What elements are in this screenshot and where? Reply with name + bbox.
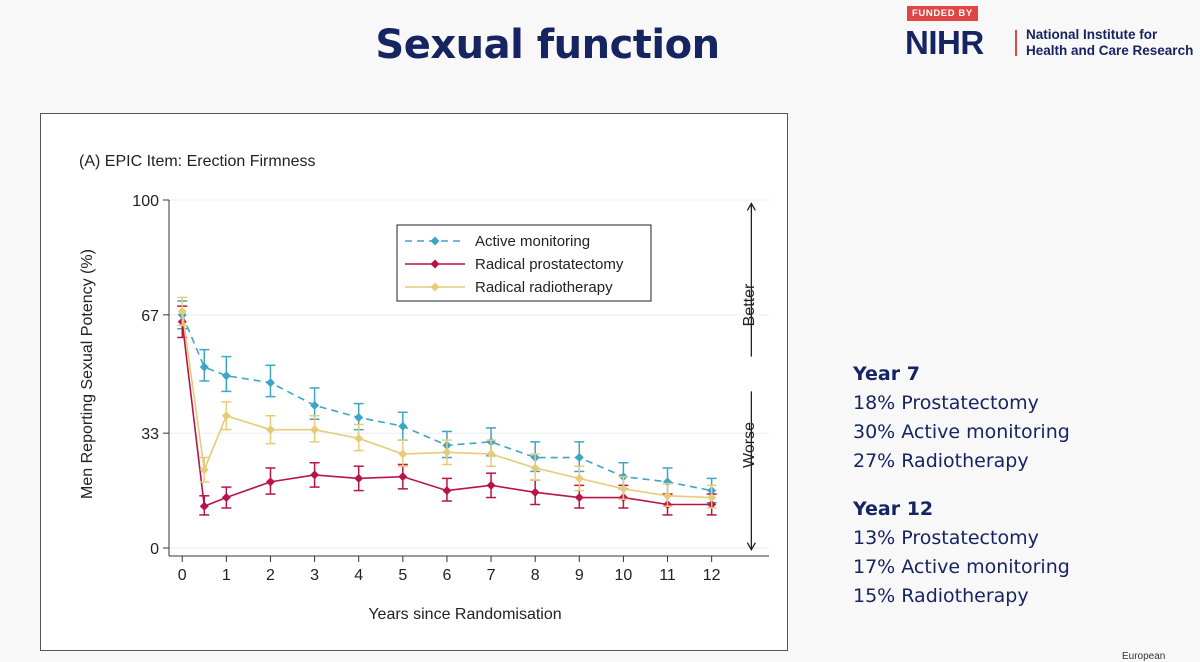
x-tick-label: 12 <box>703 567 721 584</box>
x-tick-label: 3 <box>310 567 319 584</box>
legend-label: Radical radiotherapy <box>475 279 613 296</box>
data-point <box>221 493 231 503</box>
data-point <box>199 362 209 372</box>
funded-by-badge: FUNDED BY <box>907 6 978 21</box>
series <box>177 296 717 516</box>
data-point <box>354 433 364 443</box>
better-label: Better <box>741 283 758 326</box>
legend-item: Radical radiotherapy <box>405 279 613 296</box>
data-point <box>354 413 364 422</box>
data-point <box>310 400 320 410</box>
logo-subtitle-line2: Health and Care Research <box>1026 43 1194 58</box>
x-tick-label: 1 <box>222 567 231 584</box>
data-point <box>221 371 231 381</box>
data-point <box>486 449 496 459</box>
legend-swatch-marker <box>430 236 440 246</box>
x-tick-label: 2 <box>266 567 275 584</box>
data-point <box>265 378 275 388</box>
data-point <box>177 306 187 316</box>
series-radical-radiotherapy <box>177 296 717 509</box>
better-arrowhead <box>746 202 756 211</box>
data-point <box>398 449 408 459</box>
y-tick-label: 67 <box>141 308 159 325</box>
legend-label: Active monitoring <box>475 233 590 250</box>
legend-swatch-marker <box>430 282 440 292</box>
data-point <box>574 453 584 463</box>
slide-title: Sexual function <box>375 22 720 68</box>
logo-divider <box>1015 30 1017 56</box>
x-tick-label: 11 <box>659 567 676 584</box>
logo-subtitle-line1: National Institute for <box>1026 27 1158 42</box>
data-point <box>265 425 275 435</box>
legend-item: Active monitoring <box>405 233 590 250</box>
data-point <box>310 470 320 480</box>
x-tick-label: 5 <box>398 567 407 584</box>
x-tick-label: 9 <box>575 567 584 584</box>
stats-block-year7: Year 7 18% Prostatectomy 30% Active moni… <box>853 360 1070 476</box>
logo-subtitle: National Institute for Health and Care R… <box>1026 27 1193 59</box>
x-tick-label: 6 <box>442 567 451 584</box>
chart-frame: (A) EPIC Item: Erection Firmness Men Rep… <box>40 113 788 651</box>
data-point <box>618 484 628 494</box>
worse-label: Worse <box>741 422 758 468</box>
data-point <box>310 425 320 435</box>
stats-line: 27% Radiotherapy <box>853 450 1029 472</box>
data-point <box>265 477 275 487</box>
nihr-wordmark: NIHR <box>905 24 984 61</box>
stats-line: 30% Active monitoring <box>853 421 1070 443</box>
data-point <box>398 472 408 482</box>
gridlines <box>169 199 769 549</box>
series-line <box>181 321 712 508</box>
sexual-potency-chart: (A) EPIC Item: Erection Firmness Men Rep… <box>79 153 769 623</box>
x-tick-label: 0 <box>178 567 187 584</box>
data-point <box>354 473 364 483</box>
data-point <box>574 473 584 483</box>
data-point <box>199 501 209 511</box>
stats-line: 15% Radiotherapy <box>853 585 1029 607</box>
worse-arrowhead <box>746 542 756 552</box>
legend-box <box>396 224 652 302</box>
series-radical-prostatectomy <box>177 305 717 516</box>
x-tick-label: 4 <box>354 567 363 584</box>
legend-label: Radical prostatectomy <box>475 256 624 273</box>
corner-text: European <box>1122 651 1166 662</box>
data-point <box>199 465 209 475</box>
stats-line: 17% Active monitoring <box>853 556 1070 578</box>
legend: Active monitoring Radical prostatectomy Ra… <box>396 224 652 302</box>
series-line <box>181 311 712 499</box>
data-point <box>530 487 540 497</box>
stats-block-year12: Year 12 13% Prostatectomy 17% Active mon… <box>853 495 1070 611</box>
x-tick-label: 7 <box>487 567 496 584</box>
legend-swatch-marker <box>430 259 440 269</box>
nihr-logo: FUNDED BY NIHR National Institute for He… <box>905 4 1200 66</box>
data-point <box>663 491 673 501</box>
data-point <box>398 421 408 431</box>
direction-annotation: Better Worse <box>741 202 758 552</box>
data-point <box>486 480 496 490</box>
x-tick-label: 8 <box>531 567 540 584</box>
x-axis-label: Years since Randomisation <box>368 606 561 623</box>
chart-title: (A) EPIC Item: Erection Firmness <box>79 153 316 170</box>
data-point <box>221 411 231 421</box>
stats-line: 18% Prostatectomy <box>853 392 1039 414</box>
y-tick-label: 33 <box>141 426 159 443</box>
data-point <box>442 486 452 496</box>
legend-item: Radical prostatectomy <box>405 256 624 273</box>
series-line <box>181 314 712 492</box>
stats-panel: Year 7 18% Prostatectomy 30% Active moni… <box>853 360 1070 630</box>
data-point <box>574 493 584 503</box>
data-point <box>442 447 452 457</box>
data-point <box>530 463 540 473</box>
data-point <box>707 493 717 503</box>
y-tick-label: 100 <box>132 193 159 210</box>
x-tick-label: 10 <box>615 567 633 584</box>
stats-heading: Year 12 <box>853 498 934 520</box>
y-axis-label: Men Reporting Sexual Potency (%) <box>79 249 96 499</box>
y-tick-label: 0 <box>150 541 159 558</box>
stats-heading: Year 7 <box>853 363 920 385</box>
series-active-monitoring <box>177 300 717 504</box>
stats-line: 13% Prostatectomy <box>853 527 1039 549</box>
